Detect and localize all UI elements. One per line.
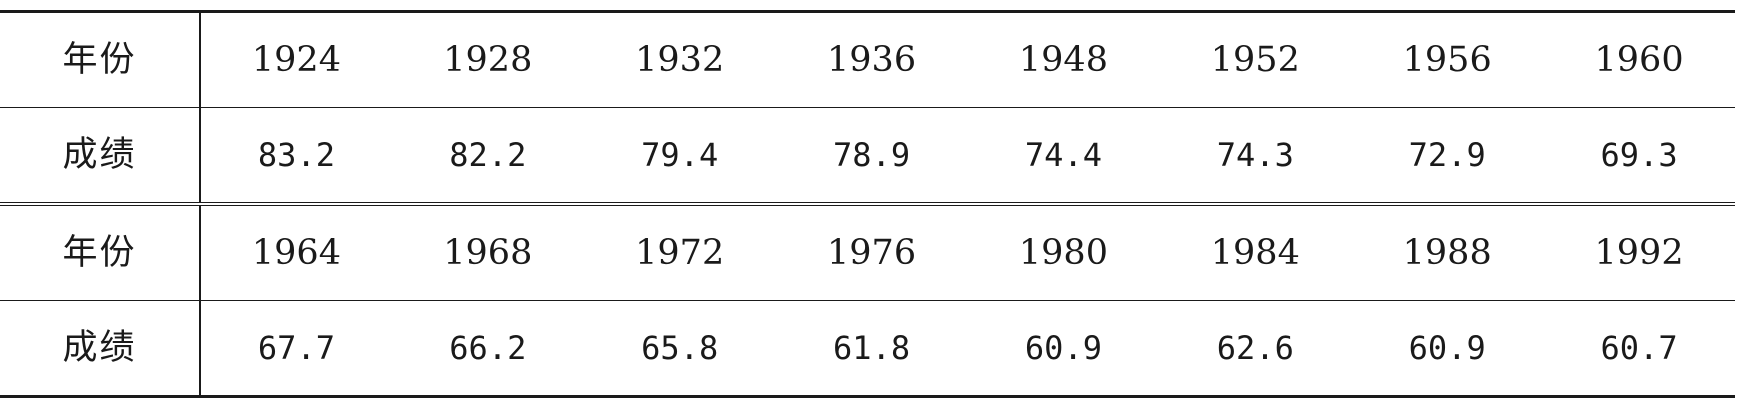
table-row-years-1: 年份 1924 1928 1932 1936 1948 1952 1956 19… <box>0 10 1735 108</box>
table-row-scores-1: 成绩 83.2 82.2 79.4 78.9 74.4 74.3 72.9 69… <box>0 107 1735 204</box>
year-cell: 1928 <box>391 10 584 108</box>
score-cell: 78.9 <box>775 107 968 204</box>
year-cell: 1980 <box>967 202 1160 301</box>
score-cell: 61.8 <box>775 300 968 398</box>
score-cell: 65.8 <box>583 300 776 398</box>
table-row-scores-2: 成绩 67.7 66.2 65.8 61.8 60.9 62.6 60.9 60… <box>0 300 1735 398</box>
year-cell: 1992 <box>1543 202 1735 301</box>
score-cell: 60.9 <box>1351 300 1544 398</box>
year-cell: 1972 <box>583 202 776 301</box>
year-cell: 1948 <box>967 10 1160 108</box>
results-table-container: 年份 1924 1928 1932 1936 1948 1952 1956 19… <box>0 10 1735 398</box>
year-cell: 1960 <box>1543 10 1735 108</box>
row-label-score: 成绩 <box>0 107 201 204</box>
year-cell: 1936 <box>775 10 968 108</box>
row-label-score: 成绩 <box>0 300 201 398</box>
score-cell: 82.2 <box>391 107 584 204</box>
score-cell: 62.6 <box>1159 300 1352 398</box>
score-cell: 74.3 <box>1159 107 1352 204</box>
year-cell: 1976 <box>775 202 968 301</box>
year-cell: 1964 <box>200 202 392 301</box>
row-label-year: 年份 <box>0 202 201 301</box>
year-cell: 1932 <box>583 10 776 108</box>
year-cell: 1988 <box>1351 202 1544 301</box>
year-cell: 1956 <box>1351 10 1544 108</box>
year-cell: 1968 <box>391 202 584 301</box>
table-row-years-2: 年份 1964 1968 1972 1976 1980 1984 1988 19… <box>0 202 1735 301</box>
score-cell: 74.4 <box>967 107 1160 204</box>
year-cell: 1984 <box>1159 202 1352 301</box>
score-cell: 79.4 <box>583 107 776 204</box>
score-cell: 83.2 <box>200 107 392 204</box>
row-label-year: 年份 <box>0 10 201 108</box>
results-table: 年份 1924 1928 1932 1936 1948 1952 1956 19… <box>0 10 1735 398</box>
score-cell: 72.9 <box>1351 107 1544 204</box>
year-cell: 1952 <box>1159 10 1352 108</box>
score-cell: 69.3 <box>1543 107 1735 204</box>
score-cell: 67.7 <box>200 300 392 398</box>
score-cell: 60.9 <box>967 300 1160 398</box>
year-cell: 1924 <box>200 10 392 108</box>
score-cell: 60.7 <box>1543 300 1735 398</box>
score-cell: 66.2 <box>391 300 584 398</box>
